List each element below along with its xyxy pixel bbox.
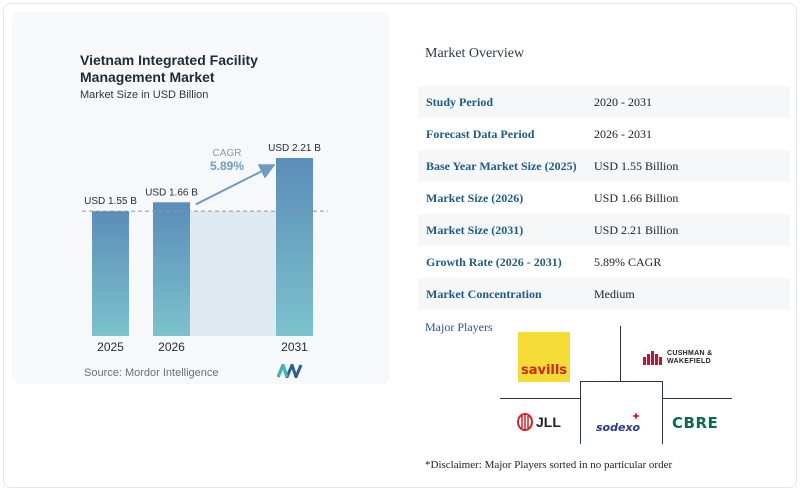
data-label-2025: USD 1.55 B bbox=[84, 196, 137, 207]
overview-row-value: 2020 - 2031 bbox=[586, 86, 790, 118]
overview-row-value: Medium bbox=[586, 278, 790, 310]
chart-title: Vietnam Integrated Facility Management M… bbox=[80, 52, 258, 85]
overview-row-value: USD 1.55 Billion bbox=[586, 150, 790, 182]
disclaimer: *Disclaimer: Major Players sorted in no … bbox=[425, 459, 673, 471]
overview-row-label: Study Period bbox=[418, 86, 586, 118]
sodexo-logo: sodexo bbox=[596, 412, 641, 436]
jll-logo: JLL bbox=[517, 413, 561, 431]
chart-subtitle: Market Size in USD Billion bbox=[80, 89, 209, 101]
x-tick-label: 2031 bbox=[281, 340, 308, 354]
x-tick-label: 2026 bbox=[158, 340, 185, 354]
overview-title: Market Overview bbox=[425, 46, 525, 61]
overview-row: Growth Rate (2026 - 2031) 5.89% CAGR bbox=[418, 246, 790, 278]
bar-2026 bbox=[153, 202, 190, 336]
cushman-wakefield-text: CUSHMAN & WAKEFIELD bbox=[667, 350, 713, 365]
players-grid bbox=[500, 326, 732, 444]
cushman-wakefield-logo: CUSHMAN & WAKEFIELD bbox=[643, 350, 723, 366]
overview-row-label: Forecast Data Period bbox=[426, 127, 535, 141]
savills-logo-text: savills bbox=[520, 363, 568, 378]
data-label-2031: USD 2.21 B bbox=[268, 143, 321, 154]
overview-row-value: USD 2.21 Billion bbox=[586, 214, 790, 246]
overview-table: Study Period 2020 - 2031 Forecast Data Per… bbox=[418, 86, 790, 310]
cagr-arrow bbox=[195, 164, 276, 206]
cushman-wakefield-icon bbox=[643, 351, 662, 365]
overview-row-value: 2026 - 2031 bbox=[594, 127, 652, 141]
jll-icon bbox=[517, 413, 533, 431]
overview-row-label: Base Year Market Size (2025) bbox=[418, 150, 586, 182]
overview-row: Market Size (2031) USD 2.21 Billion bbox=[418, 214, 790, 246]
overview-row-value: 5.89% CAGR bbox=[594, 255, 662, 269]
overview-row-label: Growth Rate (2026 - 2031) bbox=[426, 255, 562, 269]
bar-2025 bbox=[92, 211, 129, 336]
overview-row: Study Period 2020 - 2031 bbox=[418, 86, 790, 118]
sodexo-star-icon bbox=[632, 412, 640, 420]
overview-row-label: Market Size (2026) bbox=[426, 191, 524, 205]
source-note: Source: Mordor Intelligence bbox=[84, 367, 219, 379]
overview-row: Forecast Data Period 2026 - 2031 bbox=[418, 118, 790, 150]
mordor-logo-icon bbox=[277, 364, 303, 378]
bar-2031 bbox=[276, 158, 313, 336]
overview-row-label: Market Concentration bbox=[418, 278, 586, 310]
overview-row: Market Size (2026) USD 1.66 Billion bbox=[418, 182, 790, 214]
x-tick-label: 2025 bbox=[97, 340, 124, 354]
sodexo-text: sodexo bbox=[596, 421, 641, 434]
savills-logo: savills bbox=[518, 332, 570, 382]
players-title: Major Players bbox=[425, 320, 493, 334]
cagr-label: CAGR bbox=[213, 148, 242, 159]
data-label-2026: USD 1.66 B bbox=[145, 187, 198, 198]
cbre-text: CBRE bbox=[672, 414, 719, 432]
cagr-value: 5.89% bbox=[210, 159, 244, 173]
cbre-logo: CBRE bbox=[672, 414, 718, 433]
jll-text: JLL bbox=[536, 414, 561, 430]
bar-chart: USD 1.55 B USD 1.66 B USD 2.21 B 2025 2026 20… bbox=[82, 143, 328, 354]
overview-row: Market Concentration Medium bbox=[418, 278, 790, 310]
forecast-band bbox=[190, 211, 276, 336]
overview-row-value: USD 1.66 Billion bbox=[594, 191, 679, 205]
overview-row: Base Year Market Size (2025) USD 1.55 Bil… bbox=[418, 150, 790, 182]
overview-row-label: Market Size (2031) bbox=[418, 214, 586, 246]
